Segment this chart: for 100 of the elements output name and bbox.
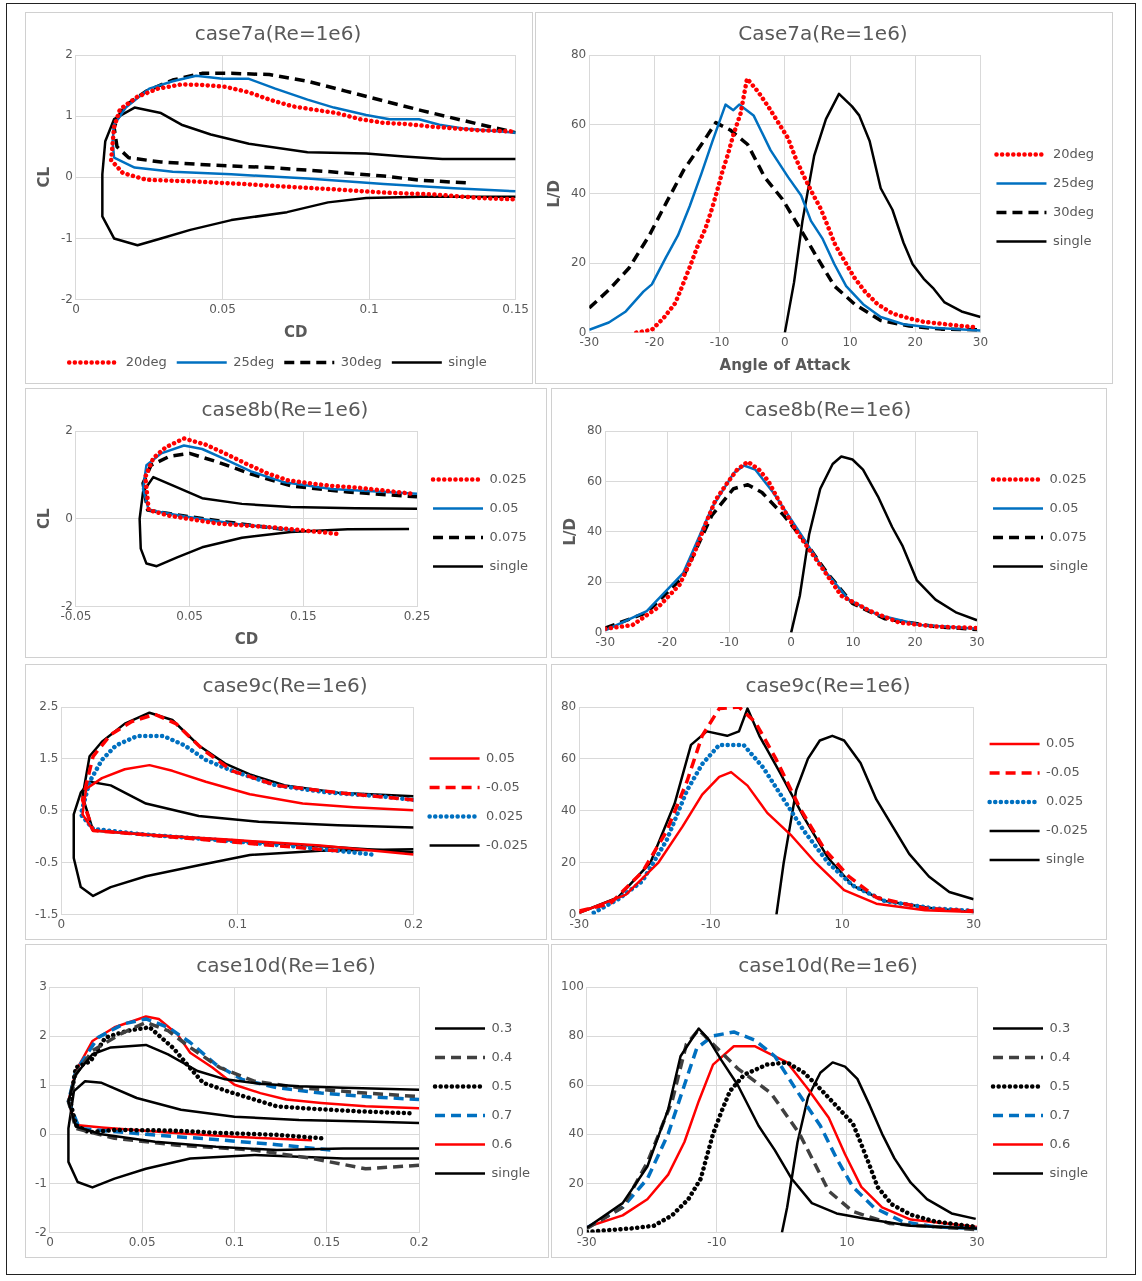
legend-label: 25deg	[233, 353, 275, 369]
y-tick-label: 80	[568, 1028, 584, 1043]
legend-label: 0.025	[1049, 470, 1087, 486]
x-tick-label: 0.1	[224, 1234, 245, 1249]
legend-label: 0.5	[491, 1077, 513, 1093]
legend-label: 0.4	[1049, 1048, 1071, 1064]
y-tick-label: 0	[65, 510, 73, 525]
x-tick-label: 30	[969, 1234, 985, 1249]
legend-label: 0.6	[1049, 1135, 1071, 1151]
x-tick-label: 20	[907, 334, 923, 349]
legend-label: 0.4	[491, 1048, 513, 1064]
x-tick-label: 0.1	[227, 916, 248, 931]
x-axis-title: CD	[284, 322, 308, 341]
x-tick-label: 0.2	[409, 1234, 429, 1249]
chart-title: case10d(Re=1e6)	[196, 953, 376, 978]
x-tick-label: -30	[595, 634, 616, 649]
legend-label: -0.05	[1046, 764, 1080, 780]
legend-label: single	[448, 353, 487, 369]
y-tick-label: -1	[35, 1175, 47, 1190]
legend-label: 0.075	[489, 528, 527, 544]
x-tick-label: -20	[657, 634, 678, 649]
x-tick-label: -20	[644, 334, 665, 349]
y-axis-title: L/D	[544, 180, 563, 208]
y-tick-label: 20	[586, 574, 603, 589]
x-tick-label: -30	[569, 916, 590, 931]
x-axis-title: CD	[234, 629, 259, 648]
y-tick-label: 100	[561, 979, 584, 994]
y-tick-label: 0	[65, 169, 73, 184]
y-tick-label: 0	[39, 1126, 47, 1141]
y-tick-label: 40	[586, 523, 603, 538]
y-tick-label: -1	[61, 230, 73, 245]
y-tick-label: 2.5	[39, 699, 59, 714]
x-tick-label: 30	[965, 916, 982, 931]
legend-label: 0.6	[491, 1135, 513, 1151]
legend-label: 25deg	[1052, 174, 1094, 190]
legend-label: -0.025	[486, 836, 529, 852]
x-tick-label: 0.05	[209, 301, 236, 316]
x-tick-label: 20	[907, 634, 923, 649]
y-tick-label: 1.5	[39, 751, 59, 766]
legend-label: 30deg	[340, 353, 382, 369]
legend-label: 0.05	[489, 499, 519, 515]
y-axis-title: CL	[34, 166, 53, 188]
x-tick-label: -30	[579, 334, 600, 349]
legend-label: 0.025	[486, 807, 524, 823]
legend-label: 0.05	[1049, 499, 1079, 515]
x-tick-label: 30	[969, 634, 985, 649]
chart-title: Case7a(Re=1e6)	[738, 21, 908, 46]
legend-label: -0.025	[1046, 822, 1089, 838]
y-tick-label: 2	[65, 423, 73, 438]
legend-label: 0.025	[1046, 793, 1084, 809]
legend-label: 0.025	[489, 470, 527, 486]
x-tick-label: 10	[842, 334, 858, 349]
legend-label: single	[1049, 1164, 1089, 1180]
legend-label: 0.7	[491, 1106, 513, 1122]
y-tick-label: 20	[560, 854, 577, 869]
y-tick-label: 3	[39, 979, 47, 994]
y-tick-label: 60	[570, 116, 587, 131]
legend-label: 0.05	[486, 749, 516, 765]
legend-label: single	[1052, 232, 1092, 248]
x-tick-label: 0.05	[176, 608, 204, 623]
y-tick-label: 60	[568, 1077, 584, 1092]
chart-title: case10d(Re=1e6)	[738, 953, 918, 978]
y-axis-title: L/D	[560, 518, 579, 546]
y-tick-label: 80	[586, 423, 603, 438]
legend-label: 20deg	[125, 353, 167, 369]
y-tick-label: 1	[39, 1077, 47, 1092]
x-tick-label: 10	[834, 916, 850, 931]
y-tick-label: 20	[568, 1175, 584, 1190]
legend-label: 0.075	[1049, 528, 1087, 544]
x-tick-label: 0.15	[502, 301, 529, 316]
y-tick-label: 1	[65, 108, 73, 123]
x-tick-label: 0.1	[359, 301, 379, 316]
chart-title: case9c(Re=1e6)	[202, 673, 368, 698]
legend-label: -0.05	[486, 778, 520, 794]
y-tick-label: 2	[65, 47, 73, 62]
x-tick-label: -10	[707, 1234, 727, 1249]
y-tick-label: 2	[39, 1028, 47, 1043]
x-axis-title: Angle of Attack	[719, 355, 852, 374]
y-tick-label: -2	[35, 1224, 47, 1239]
legend-label: 0.05	[1046, 735, 1076, 751]
x-tick-label: -10	[719, 634, 739, 649]
legend-label: single	[1049, 557, 1089, 573]
y-tick-label: 40	[568, 1126, 584, 1141]
x-tick-label: -0.05	[60, 608, 92, 623]
x-tick-label: 10	[845, 634, 861, 649]
x-tick-label: -10	[709, 334, 730, 349]
y-tick-label: 60	[560, 751, 577, 766]
legend-label: 0.7	[1049, 1106, 1071, 1122]
x-tick-label: 0	[781, 334, 789, 349]
y-tick-label: 60	[586, 473, 603, 488]
y-tick-label: 80	[560, 699, 577, 714]
y-tick-label: 20	[570, 255, 587, 270]
legend-label: 0.3	[491, 1019, 513, 1035]
y-tick-label: -1.5	[34, 906, 59, 921]
x-tick-label: 30	[972, 334, 989, 349]
x-tick-label: 0.15	[289, 608, 317, 623]
x-tick-label: 0.15	[313, 1234, 341, 1249]
chart-title: case8b(Re=1e6)	[744, 397, 912, 422]
y-tick-label: -0.5	[34, 854, 59, 869]
x-tick-label: 0.2	[404, 916, 424, 931]
